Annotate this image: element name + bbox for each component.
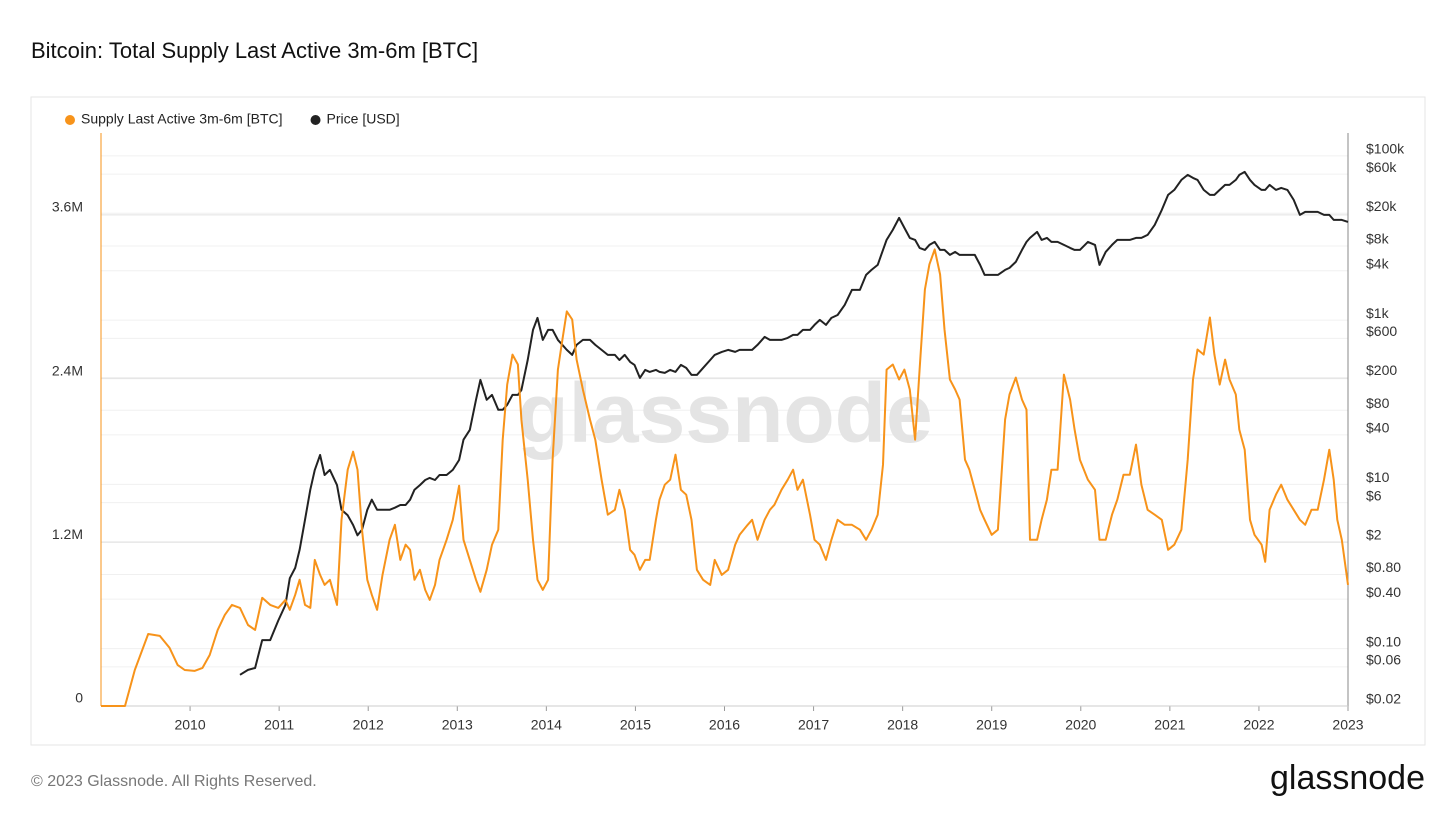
x-tick-label: 2012 bbox=[353, 717, 384, 733]
y2-tick-label: $6 bbox=[1366, 487, 1382, 503]
series-line bbox=[239, 170, 1349, 676]
y2-tick-label: $0.10 bbox=[1366, 633, 1401, 649]
series-line bbox=[101, 248, 1349, 707]
x-tick-label: 2020 bbox=[1065, 717, 1096, 733]
watermark: glassnode bbox=[517, 366, 932, 460]
y2-tick-label: $0.06 bbox=[1366, 652, 1401, 668]
y-tick-label: 1.2M bbox=[52, 526, 83, 542]
y2-tick-label: $2 bbox=[1366, 526, 1382, 542]
y-tick-label: 2.4M bbox=[52, 362, 83, 378]
y2-tick-label: $0.40 bbox=[1366, 584, 1401, 600]
chart-frame bbox=[30, 96, 1426, 746]
y2-tick-label: $0.02 bbox=[1366, 691, 1401, 707]
y-tick-label: 0 bbox=[75, 690, 83, 706]
legend-label: Supply Last Active 3m-6m [BTC] bbox=[81, 111, 283, 127]
legend-marker bbox=[310, 115, 321, 125]
y2-tick-label: $20k bbox=[1366, 198, 1397, 214]
x-tick-label: 2021 bbox=[1154, 717, 1185, 733]
legend-label: Price [USD] bbox=[327, 111, 400, 127]
x-tick-label: 2019 bbox=[976, 717, 1007, 733]
x-tick-label: 2023 bbox=[1332, 717, 1363, 733]
x-tick-label: 2016 bbox=[709, 717, 740, 733]
y2-tick-label: $1k bbox=[1366, 305, 1390, 321]
x-tick-label: 2017 bbox=[798, 717, 829, 733]
y2-tick-label: $200 bbox=[1366, 362, 1397, 378]
y2-tick-label: $100k bbox=[1366, 141, 1405, 157]
x-tick-label: 2010 bbox=[174, 717, 205, 733]
logo: glassnode bbox=[1270, 759, 1425, 797]
x-tick-label: 2011 bbox=[264, 717, 294, 733]
y2-tick-label: $80 bbox=[1366, 395, 1390, 411]
x-tick-label: 2014 bbox=[531, 717, 562, 733]
y2-tick-label: $600 bbox=[1366, 323, 1397, 339]
y2-tick-label: $40 bbox=[1366, 420, 1390, 436]
y2-tick-label: $4k bbox=[1366, 255, 1390, 271]
y2-tick-label: $8k bbox=[1366, 231, 1390, 247]
y-tick-label: 3.6M bbox=[52, 199, 83, 215]
y2-tick-label: $0.80 bbox=[1366, 559, 1401, 575]
x-tick-label: 2013 bbox=[442, 717, 473, 733]
y2-tick-label: $60k bbox=[1366, 159, 1397, 175]
x-tick-label: 2022 bbox=[1243, 717, 1274, 733]
chart-title: Bitcoin: Total Supply Last Active 3m-6m … bbox=[31, 38, 478, 63]
legend-marker bbox=[65, 115, 75, 125]
x-tick-label: 2018 bbox=[887, 717, 918, 733]
y2-tick-label: $10 bbox=[1366, 469, 1390, 485]
x-tick-label: 2015 bbox=[620, 717, 651, 733]
footer: © 2023 Glassnode. All Rights Reserved. bbox=[31, 773, 317, 790]
